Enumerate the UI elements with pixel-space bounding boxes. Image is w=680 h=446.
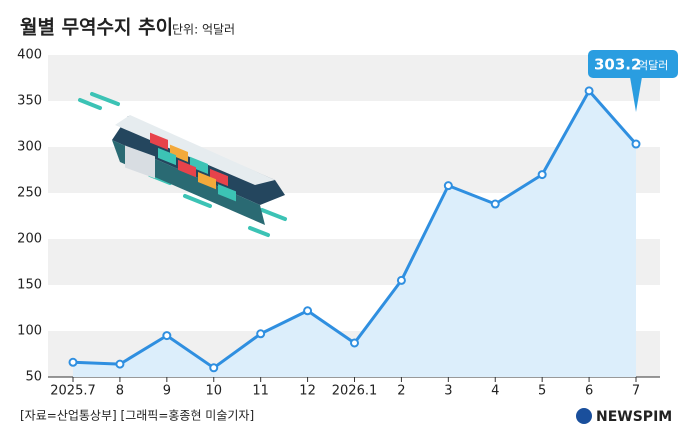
x-tick-label: 5: [538, 384, 546, 399]
data-point: [303, 306, 313, 316]
plot-area: 50 100 150 200 250 300 350 400 2025.7 8 9 10 11 12 202…: [17, 48, 678, 399]
callout-box: [588, 50, 678, 78]
x-tick-label: 9: [163, 384, 171, 399]
logo: NEWSPIM: [596, 409, 672, 425]
y-tick-label: 300: [17, 140, 42, 155]
x-tick-label: 8: [116, 384, 124, 399]
grid-band: [48, 55, 660, 101]
x-tick-label: 2025.7: [50, 384, 96, 399]
data-point: [209, 363, 219, 373]
x-tick-label: 10: [205, 384, 222, 399]
data-point: [631, 139, 641, 149]
x-tick-label: 2: [397, 384, 405, 399]
data-point: [396, 275, 406, 285]
x-tick-label: 2026.1: [332, 384, 378, 399]
x-tick-label: 3: [444, 384, 452, 399]
data-point: [68, 357, 78, 367]
y-tick-label: 400: [17, 48, 42, 63]
x-tick-label: 6: [585, 384, 593, 399]
y-tick-label: 150: [17, 278, 42, 293]
x-tick-label: 12: [299, 384, 316, 399]
y-tick-label: 200: [17, 232, 42, 247]
ship-illustration: [78, 92, 287, 237]
x-tick-label: 7: [632, 384, 640, 399]
data-point: [115, 359, 125, 369]
data-point: [490, 199, 500, 209]
callout-pointer: [630, 77, 642, 112]
data-point: [537, 170, 547, 180]
data-point: [584, 86, 594, 96]
data-point: [256, 329, 266, 339]
y-tick-label: 100: [17, 324, 42, 339]
callout-value: 303.2: [594, 56, 641, 74]
data-point: [443, 181, 453, 191]
x-tick-label: 4: [491, 384, 499, 399]
callout-unit: 억달러: [638, 59, 668, 72]
y-tick-label: 250: [17, 186, 42, 201]
logo-icon: [576, 408, 592, 424]
x-tick-label: 11: [252, 384, 269, 399]
chart-subtitle: 단위: 억달러: [172, 23, 235, 37]
area: [73, 90, 636, 377]
data-point: [350, 338, 359, 348]
data-point: [162, 331, 172, 341]
y-tick-label: 50: [25, 370, 42, 385]
chart-title: 월별 무역수지 추이: [20, 17, 173, 39]
source-note: [자료=산업통상부] [그래픽=홍종현 미술기자]: [20, 409, 254, 423]
y-tick-label: 350: [17, 94, 42, 109]
